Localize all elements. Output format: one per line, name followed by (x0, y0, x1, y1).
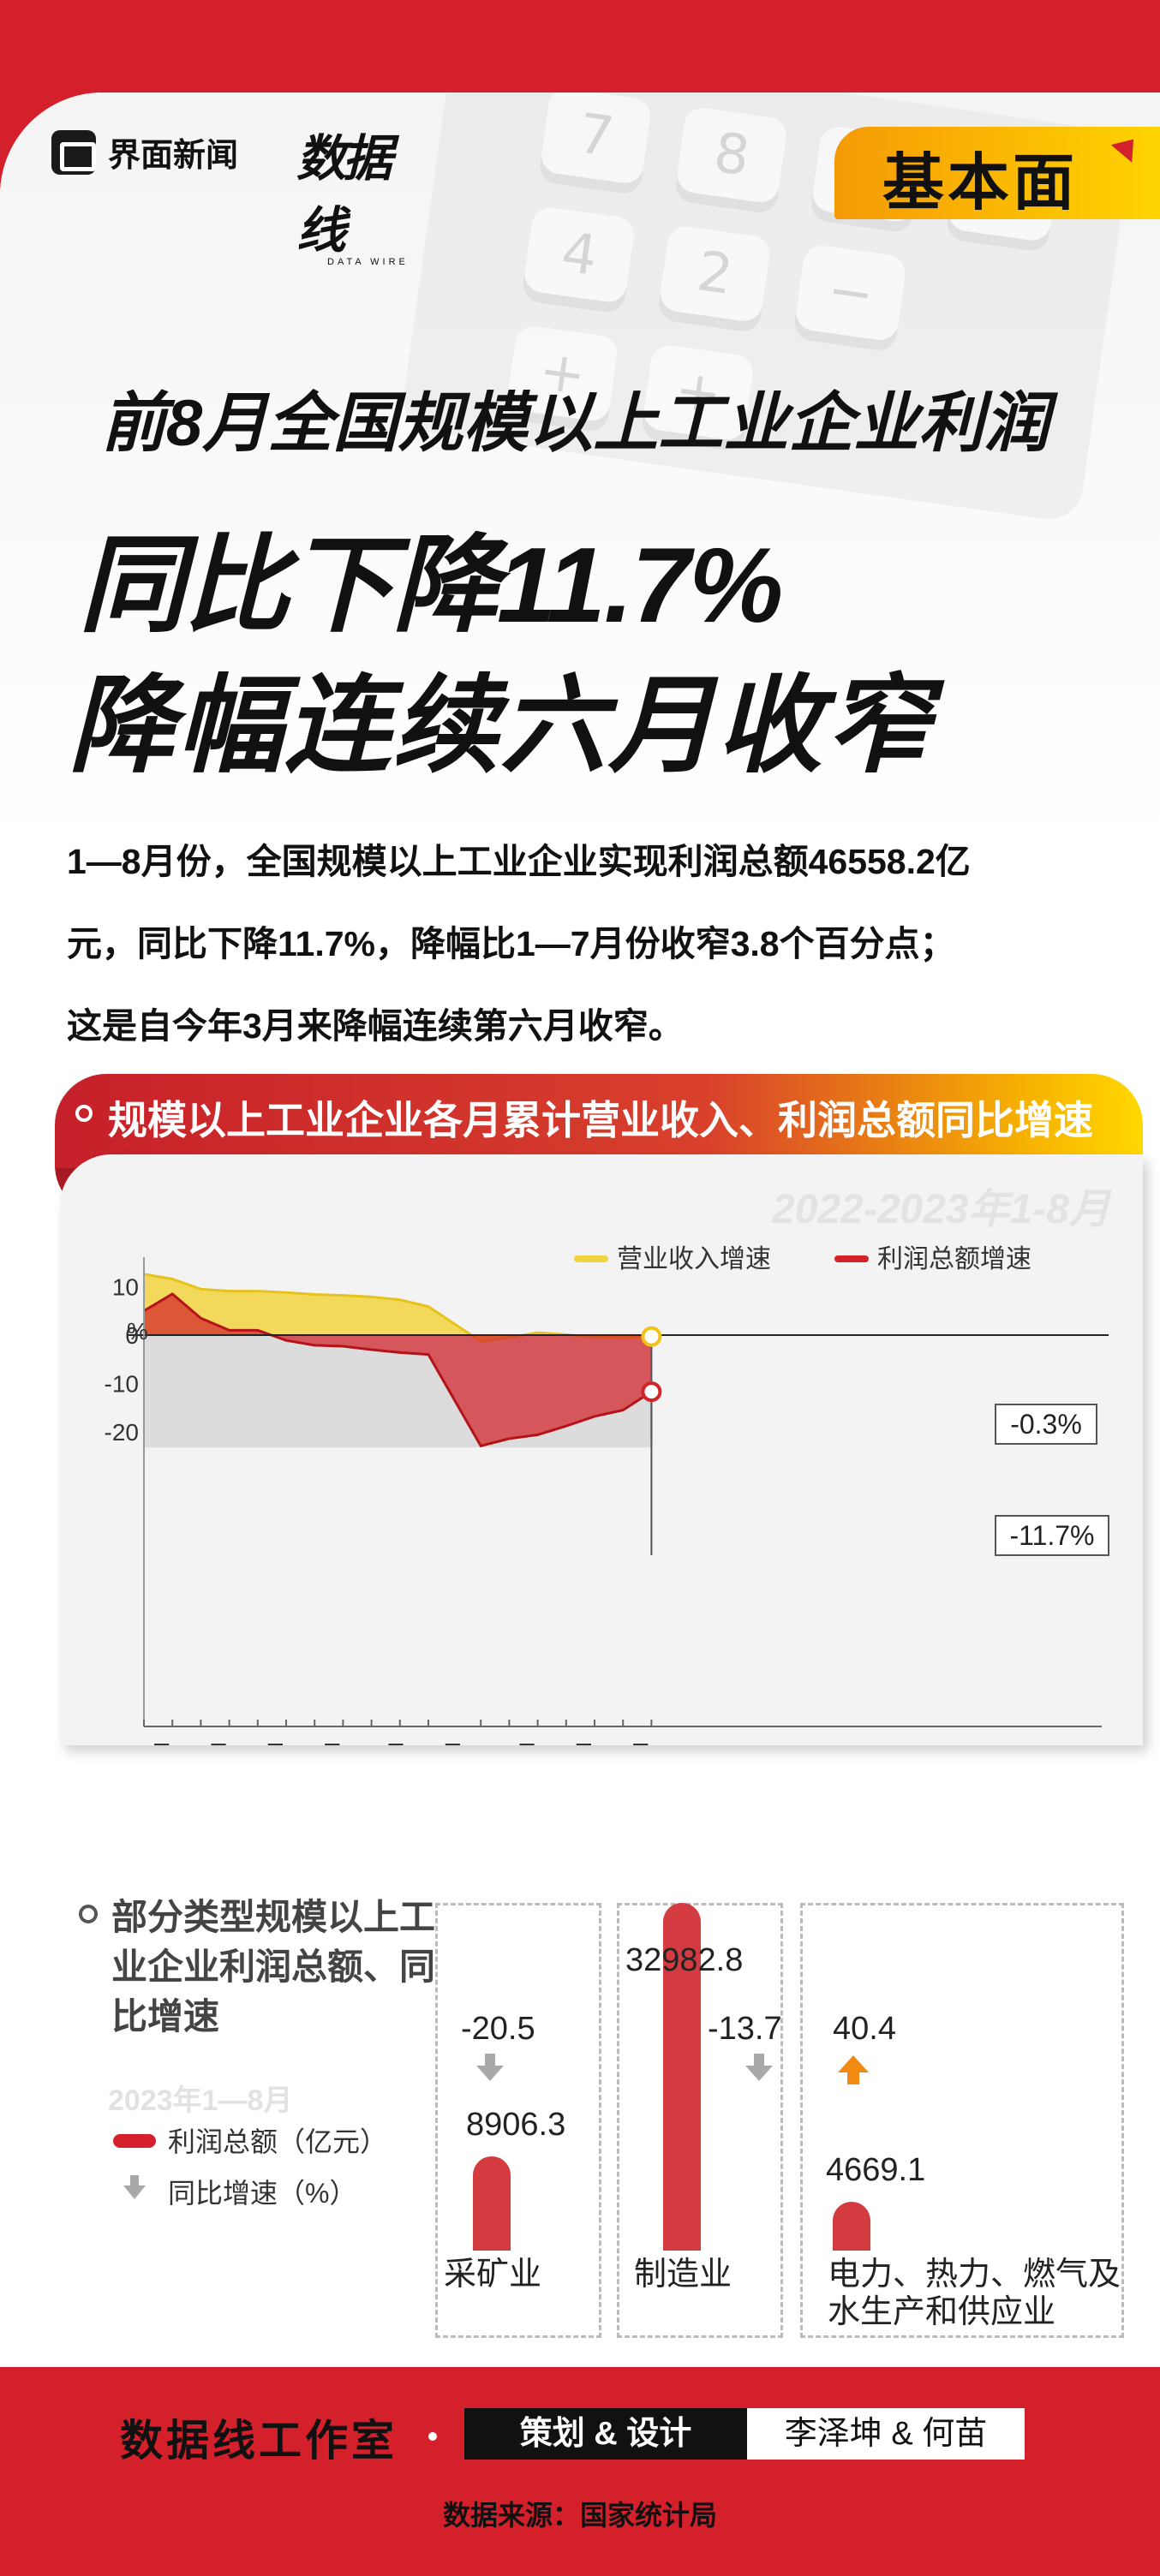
annotation-box (995, 1515, 1109, 1556)
headline-line1: 前8月全国规模以上工业企业利润 (101, 387, 1049, 460)
down-arrow-icon (476, 2054, 504, 2081)
legend-profit-swatch (113, 2134, 156, 2148)
down-arrow-icon (745, 2054, 773, 2081)
category-label-line: 采矿业 (444, 2257, 542, 2293)
annotation-box (995, 1404, 1097, 1445)
x-tick-label: 1-10月 (336, 1741, 408, 1745)
x-tick-label: 1-12月 (392, 1741, 464, 1745)
profit-bar (473, 2156, 511, 2251)
y-tick-label: 0 (125, 1322, 139, 1349)
legend-growth-label: 同比增速（%） (168, 2178, 357, 2209)
legend-profit-label: 利润总额（亿元） (168, 2126, 388, 2157)
annotation-label: -0.3% (1010, 1409, 1082, 1440)
y-tick-label: -20 (105, 1419, 139, 1446)
x-tick-label: 1-2月 (115, 1741, 173, 1745)
category-label: 采矿业 (444, 2256, 541, 2293)
x-tick-label: 1-7月 (594, 1741, 652, 1745)
x-tick-label: 1-4月 (171, 1741, 230, 1745)
arrow-up-icon (1110, 130, 1145, 163)
datawire-name: 数据线 (296, 129, 392, 259)
profit-value-label: 32982.8 (625, 1942, 744, 1978)
jiemian-logo: 界面新闻 (51, 128, 238, 176)
growth-area-chart: % 10 0 -10 -20 1-2月1-4月1-6月1-8月1-10月1-12月 1-3月… (105, 1187, 1112, 1745)
x-tick-label: 1-6月 (229, 1741, 287, 1745)
profit-value-label: 4669.1 (826, 2152, 926, 2188)
bar-section-title: 部分类型规模以上工业企业利润总额、同比增速 (111, 1897, 436, 2036)
category-label-line: 水生产和供应业 (828, 2294, 1056, 2330)
jiemian-name: 界面新闻 (108, 138, 239, 174)
profit-value-label: 8906.3 (466, 2107, 566, 2143)
datawire-logo: 数据线 DATA WIRE (296, 118, 416, 267)
headline-line3: 降幅连续六月收窄 (69, 667, 933, 785)
annotation-label: -11.7% (1009, 1520, 1094, 1551)
legend-profit-swatch (834, 1255, 869, 1262)
chart-title-bullet-icon (75, 1105, 93, 1122)
intro-line3: 这是自今年3月来降幅连续第六月收窄。 (67, 1006, 684, 1046)
authors: 李泽坤 & 何苗 (747, 2408, 1025, 2460)
separator-dot (428, 2432, 437, 2441)
category-pane (617, 1903, 783, 2338)
jiemian-icon (51, 129, 96, 175)
profit-bar (833, 2202, 870, 2251)
x-tick-label: 1-8月 (285, 1741, 344, 1745)
legend-revenue-label: 营业收入增速 (617, 1245, 771, 1273)
intro-line2: 元，同比下降11.7%，降幅比1—7月份收窄3.8个百分点； (67, 924, 955, 963)
column-badge: 基本面 (834, 127, 1160, 219)
chart-title: 规模以上工业企业各月累计营业收入、利润总额同比增速 (108, 1098, 1093, 1142)
profit-bar (663, 1903, 701, 2251)
legend-profit-label: 利润总额增速 (877, 1245, 1031, 1273)
category-label: 电力、热力、燃气及 水生产和供应业 (828, 2256, 1121, 2331)
badge-label: 基本面 (882, 149, 1079, 218)
x-tick-label: 1-3月 (480, 1741, 538, 1745)
chart-subtitle: 2022-2023年1-8月 (771, 1187, 1112, 1232)
chart-header (55, 1074, 1143, 1168)
revenue-area (144, 1273, 652, 1342)
growth-value-label: 40.4 (833, 2011, 896, 2047)
end-point-marker (641, 1381, 662, 1403)
legend-revenue-swatch (574, 1255, 608, 1262)
datawire-subname: DATA WIRE (327, 257, 409, 267)
intro-paragraph: 1—8月份，全国规模以上工业企业实现利润总额46558.2亿 元，同比下降11.… (67, 820, 1121, 1067)
y-tick-label: -10 (105, 1371, 139, 1398)
up-arrow-icon (838, 2055, 869, 2084)
growth-value-label: -13.7 (708, 2011, 782, 2047)
y-unit-label: % (127, 1318, 148, 1345)
category-label-line: 制造业 (634, 2257, 732, 2293)
footer (0, 2367, 1160, 2576)
bar-section-period: 2023年1—8月 (108, 2084, 293, 2117)
y-tick-label: 10 (112, 1274, 139, 1301)
profit-line (143, 1292, 653, 1448)
down-arrow-icon (123, 2175, 146, 2199)
end-point-marker (641, 1326, 662, 1347)
category-pane (800, 1903, 1124, 2338)
headline-line2: 同比下降11.7% (79, 527, 783, 645)
category-label: 制造业 (634, 2256, 732, 2293)
intro-line1: 1—8月份，全国规模以上工业企业实现利润总额46558.2亿 (67, 842, 971, 881)
x-tick-label: 1-5月 (537, 1741, 595, 1745)
section-bullet-icon (79, 1905, 98, 1923)
plan-label: 策划 & 设计 (464, 2408, 747, 2460)
category-pane (435, 1903, 601, 2338)
profit-area (144, 1293, 652, 1446)
line-chart-card: % 10 0 -10 -20 1-2月1-4月1-6月1-8月1-10月1-12月 1-3月… (60, 1154, 1143, 1745)
growth-value-label: -20.5 (461, 2011, 535, 2047)
data-source: 数据来源：国家统计局 (442, 2500, 717, 2531)
category-label-line: 电力、热力、燃气及 (828, 2257, 1121, 2293)
studio-name: 数据线工作室 (120, 2415, 398, 2466)
